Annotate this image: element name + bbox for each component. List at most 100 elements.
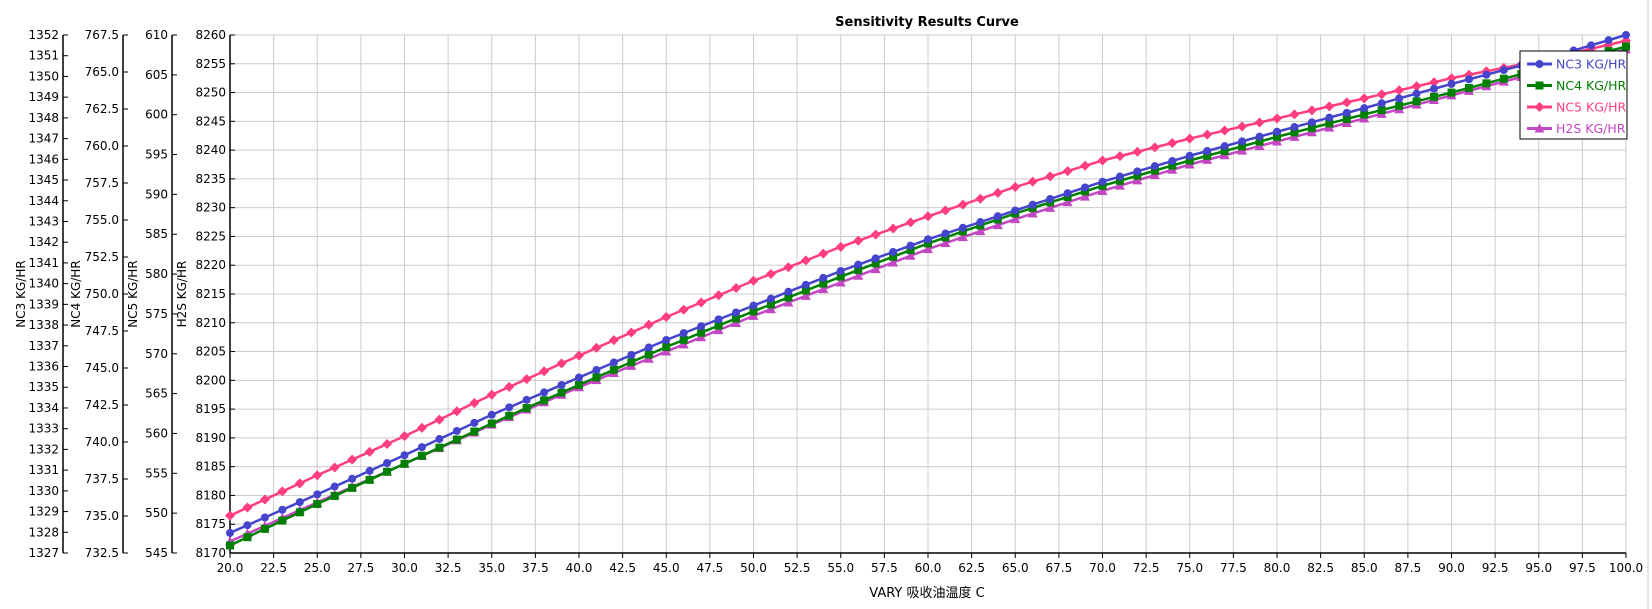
data-point [382,438,393,449]
x-tick-label: 27.5 [348,561,375,575]
data-point [277,486,288,497]
nc5-tick-label: 565 [145,387,168,401]
series-nc3 [226,31,1630,537]
data-point [540,388,549,397]
data-point [836,272,845,281]
h2s-axis-label: H2S KG/HR [175,261,189,328]
x-tick-label: 57.5 [871,561,898,575]
data-point [1150,162,1159,171]
data-point [1114,151,1125,162]
nc4-tick-label: 757.5 [85,176,119,190]
data-point [714,315,723,324]
data-point [330,482,339,491]
data-point [522,404,531,413]
x-tick-label: 82.5 [1307,561,1334,575]
h2s-tick-label: 8190 [195,431,226,445]
data-point [225,510,235,521]
data-point [1080,191,1091,201]
data-point [1115,176,1124,185]
data-point [748,275,759,286]
nc3-tick-label: 1347 [28,132,59,146]
data-point [923,211,933,222]
nc5-tick-label: 545 [145,546,168,560]
data-point [819,279,828,288]
data-point [941,229,950,238]
data-point [1097,185,1108,195]
h2s-tick-label: 8180 [195,488,226,502]
data-point [924,235,932,244]
data-point [1604,36,1613,45]
nc4-tick-label: 740.0 [85,435,119,449]
h2s-tick-label: 8215 [195,287,226,301]
x-tick-label: 85.0 [1351,561,1378,575]
data-point [1062,166,1073,177]
data-point [348,474,357,483]
nc5-tick-label: 555 [145,466,168,480]
data-point [435,435,444,444]
data-point [992,220,1003,230]
data-point [1622,31,1630,39]
data-point [1289,131,1300,141]
data-point [1360,104,1369,113]
data-point [662,335,671,344]
data-point [1133,167,1142,176]
data-point [1045,202,1056,212]
data-point [940,238,951,248]
data-point [957,199,968,210]
nc3-tick-label: 1351 [28,49,59,63]
data-point [1132,175,1143,185]
data-point [1184,133,1195,144]
data-point [1430,84,1439,93]
data-point [1238,142,1247,151]
data-point [854,260,863,269]
data-point [1412,97,1421,106]
data-point [1238,137,1247,146]
data-point [383,459,392,468]
data-point [732,308,741,317]
x-tick-label: 50.0 [740,561,767,575]
data-point [260,524,269,533]
data-point [1027,208,1038,218]
x-tick-label: 40.0 [566,561,593,575]
nc3-tick-label: 1341 [28,256,59,270]
nc3-tick-label: 1336 [28,360,59,374]
nc4-tick-label: 742.5 [85,398,119,412]
legend-item: NC5 KG/HR [1527,100,1626,115]
data-point [365,466,374,475]
data-point [889,247,898,256]
x-tick-label: 60.0 [915,561,942,575]
data-point [1237,121,1248,132]
data-point [608,335,619,346]
data-point [1395,101,1404,110]
data-point [784,287,793,296]
x-tick-label: 37.5 [522,561,549,575]
nc3-tick-label: 1350 [28,69,59,83]
data-point [661,346,672,356]
nc3-tick-label: 1333 [28,422,59,436]
data-point [1081,183,1090,192]
data-point [383,467,392,476]
data-point [1394,85,1405,96]
nc4-tick-label: 755.0 [85,213,119,227]
legend-label: H2S KG/HR [1556,121,1626,136]
data-point [679,329,688,338]
data-point [644,343,653,352]
data-point [906,241,915,250]
chart-title: Sensitivity Results Curve [835,15,1019,30]
nc5-tick-label: 575 [145,307,168,321]
h2s-tick-label: 8175 [195,517,226,531]
data-point [278,505,287,514]
nc5-tick-label: 585 [145,227,168,241]
nc3-tick-label: 1352 [28,28,59,42]
data-point [575,373,583,382]
h2s-tick-label: 8200 [195,373,226,387]
legend-label: NC4 KG/HR [1556,78,1626,93]
data-point [783,297,794,307]
nc5-tick-label: 600 [145,108,168,122]
data-point [295,508,304,517]
nc4-tick-label: 765.0 [85,65,119,79]
data-point [1220,142,1229,151]
data-point [278,516,287,525]
legend-item: NC4 KG/HR [1527,78,1626,93]
data-point [452,435,461,444]
